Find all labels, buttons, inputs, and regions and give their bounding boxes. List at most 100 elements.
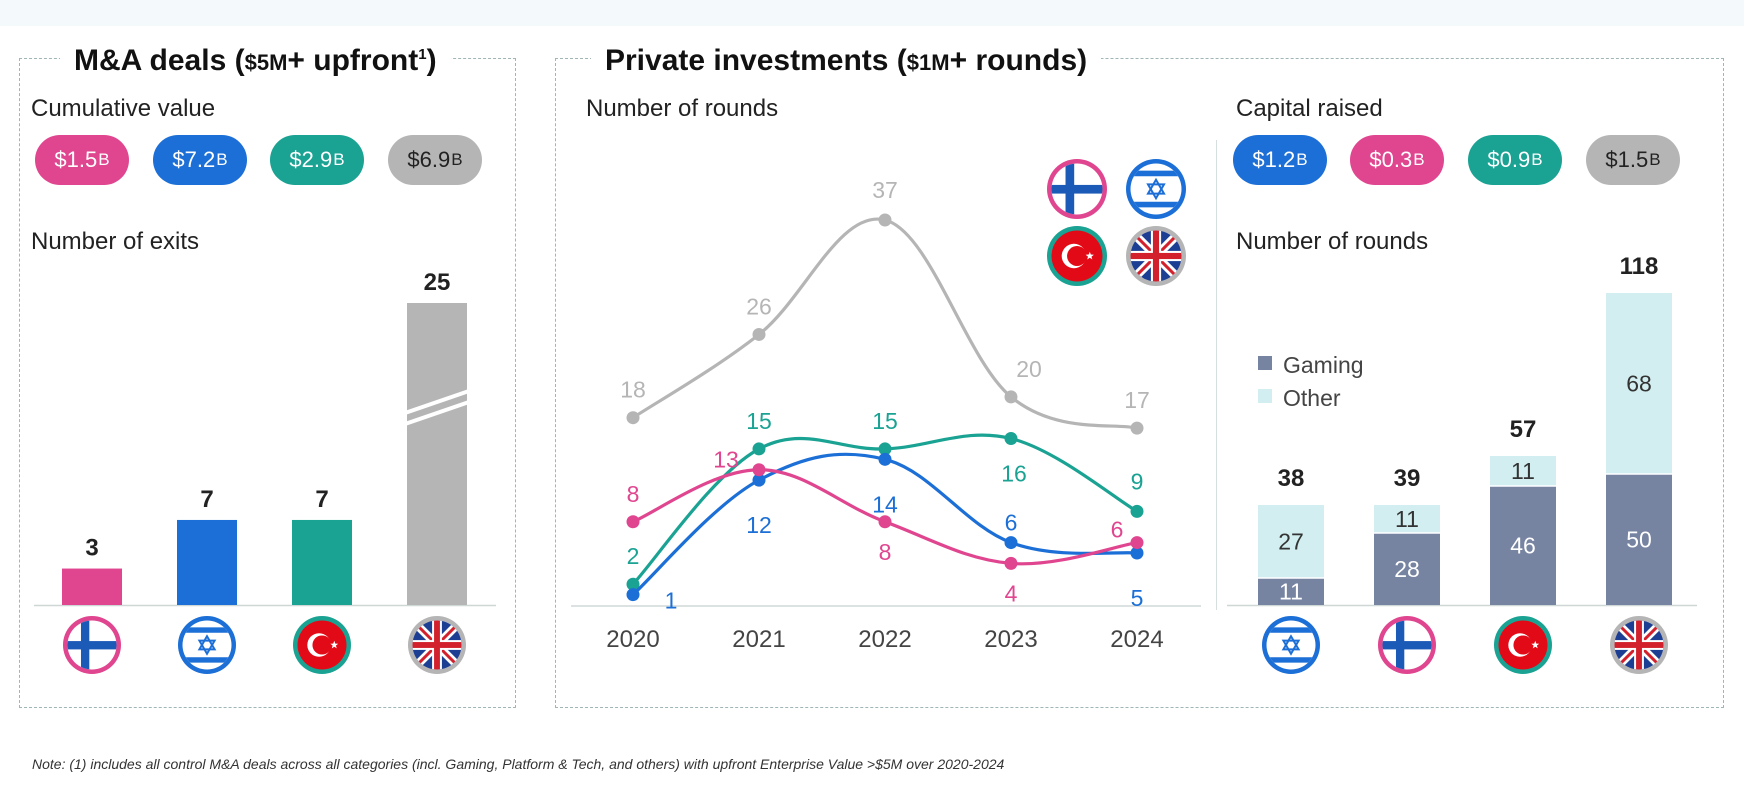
stack-bar-other-uk bbox=[1606, 293, 1672, 474]
line-point-israel-2020 bbox=[626, 588, 640, 602]
rounds-bar-label: Number of rounds bbox=[1236, 228, 1429, 255]
stack-bar-gaming-turkey bbox=[1490, 486, 1556, 605]
line-label-uk-2024: 17 bbox=[1124, 387, 1150, 413]
stack-flag-finland bbox=[1378, 616, 1436, 674]
stack-total-israel: 38 bbox=[1278, 465, 1305, 492]
ma-bar-israel bbox=[177, 519, 237, 605]
line-point-turkey-2023 bbox=[1004, 432, 1018, 446]
line-label-finland-2022: 8 bbox=[879, 539, 892, 565]
stack-label-other-finland: 11 bbox=[1395, 506, 1419, 532]
line-x-tick-2022: 2022 bbox=[858, 626, 911, 653]
ma-flag-turkey bbox=[293, 616, 351, 674]
stack-label-gaming-israel: 11 bbox=[1279, 579, 1303, 605]
legend-flag-turkey bbox=[1047, 226, 1107, 286]
line-point-uk-2024 bbox=[1130, 421, 1144, 435]
stack-bar-other-israel bbox=[1258, 505, 1324, 578]
legend-flag-israel bbox=[1126, 159, 1186, 219]
stack-flag-uk bbox=[1610, 616, 1668, 674]
line-label-uk-2021: 26 bbox=[746, 293, 772, 319]
line-label-turkey-2022: 15 bbox=[872, 408, 898, 434]
line-label-uk-2022: 37 bbox=[872, 177, 898, 203]
ma-pill-2: $2.9 B bbox=[270, 135, 364, 185]
line-point-finland-2023 bbox=[1004, 556, 1018, 570]
line-label-turkey-2024: 9 bbox=[1131, 468, 1144, 494]
line-point-uk-2021 bbox=[752, 327, 766, 341]
stack-label-other-israel: 27 bbox=[1278, 529, 1304, 555]
line-label-uk-2023: 20 bbox=[1016, 356, 1042, 382]
line-label-finland-2021: 13 bbox=[713, 447, 739, 473]
line-point-israel-2023 bbox=[1004, 536, 1018, 550]
line-label-israel-2022: 14 bbox=[872, 491, 898, 517]
ma-deals-title: M&A deals ($5M+ upfront1) bbox=[60, 44, 451, 78]
stack-label-gaming-turkey: 46 bbox=[1510, 533, 1536, 559]
line-label-finland-2020: 8 bbox=[627, 481, 640, 507]
stack-bar-other-turkey bbox=[1490, 456, 1556, 486]
line-label-finland-2023: 4 bbox=[1005, 580, 1018, 606]
pi-pill-3: $1.5 B bbox=[1586, 135, 1680, 185]
ma-pill-0: $1.5 B bbox=[35, 135, 129, 185]
line-point-israel-2022 bbox=[878, 452, 892, 466]
line-point-turkey-2024 bbox=[1130, 504, 1144, 518]
stack-flag-turkey bbox=[1494, 616, 1552, 674]
ma-bar-label-turkey: 7 bbox=[315, 486, 328, 513]
line-label-turkey-2023: 16 bbox=[1001, 461, 1027, 487]
line-label-israel-2023: 6 bbox=[1005, 510, 1018, 536]
stack-bar-other-finland bbox=[1374, 505, 1440, 533]
line-label-turkey-2021: 15 bbox=[746, 408, 772, 434]
capital-raised-label: Capital raised bbox=[1236, 95, 1383, 122]
stack-total-turkey: 57 bbox=[1510, 416, 1537, 443]
ma-bar-label-uk: 25 bbox=[424, 269, 451, 296]
private-investments-title: Private investments ($1M+ rounds) bbox=[591, 44, 1102, 78]
line-point-turkey-2022 bbox=[878, 442, 892, 456]
stack-label-other-turkey: 11 bbox=[1511, 458, 1535, 484]
ma-bar-uk bbox=[407, 303, 467, 605]
ma-pill-1: $7.2 B bbox=[153, 135, 247, 185]
stack-label-gaming-finland: 28 bbox=[1394, 556, 1420, 582]
line-point-finland-2020 bbox=[626, 515, 640, 529]
pi-pill-2: $0.9 B bbox=[1468, 135, 1562, 185]
line-x-tick-2023: 2023 bbox=[984, 626, 1037, 653]
stack-bar-gaming-israel bbox=[1258, 578, 1324, 605]
line-x-tick-2020: 2020 bbox=[606, 626, 659, 653]
line-label-turkey-2020: 2 bbox=[627, 543, 640, 569]
line-label-uk-2020: 18 bbox=[620, 377, 646, 403]
line-point-uk-2020 bbox=[626, 411, 640, 425]
stack-total-uk: 118 bbox=[1620, 253, 1659, 280]
legend-swatch-gaming bbox=[1258, 356, 1272, 370]
ma-bar-label-finland: 3 bbox=[85, 535, 98, 562]
stack-label-other-uk: 68 bbox=[1626, 371, 1652, 397]
legend-flag-finland bbox=[1047, 159, 1107, 219]
legend-flag-uk bbox=[1126, 226, 1186, 286]
pi-pill-1: $0.3 B bbox=[1350, 135, 1444, 185]
panel-divider bbox=[1216, 140, 1217, 610]
ma-flag-israel bbox=[178, 616, 236, 674]
stack-flag-israel bbox=[1262, 616, 1320, 674]
ma-bar-label-israel: 7 bbox=[200, 486, 213, 513]
ma-bar-turkey bbox=[292, 519, 352, 605]
line-point-turkey-2020 bbox=[626, 577, 640, 591]
axis-break-mark-2 bbox=[404, 400, 470, 426]
stack-bar-gaming-finland bbox=[1374, 533, 1440, 605]
private-investments-panel bbox=[555, 58, 1724, 708]
rounds-line-label: Number of rounds bbox=[586, 95, 779, 122]
line-point-israel-2021 bbox=[752, 473, 766, 487]
cumulative-value-label: Cumulative value bbox=[31, 95, 216, 122]
line-point-finland-2024 bbox=[1130, 536, 1144, 550]
stack-bar-gaming-uk bbox=[1606, 474, 1672, 605]
line-label-israel-2024: 5 bbox=[1131, 585, 1144, 611]
footnote: Note: (1) includes all control M&A deals… bbox=[32, 756, 1005, 772]
line-point-finland-2021 bbox=[752, 463, 766, 477]
line-point-uk-2023 bbox=[1004, 390, 1018, 404]
stack-label-gaming-uk: 50 bbox=[1626, 527, 1652, 553]
line-point-finland-2022 bbox=[878, 515, 892, 529]
line-label-finland-2024: 6 bbox=[1111, 517, 1124, 543]
ma-bar-finland bbox=[62, 568, 122, 605]
legend-label-other: Other bbox=[1283, 385, 1341, 411]
line-point-uk-2022 bbox=[878, 213, 892, 227]
legend-label-gaming: Gaming bbox=[1283, 352, 1364, 378]
line-x-tick-2024: 2024 bbox=[1110, 626, 1163, 653]
top-band bbox=[0, 0, 1744, 26]
legend-swatch-other bbox=[1258, 389, 1272, 403]
axis-break-mark-1 bbox=[404, 389, 470, 415]
